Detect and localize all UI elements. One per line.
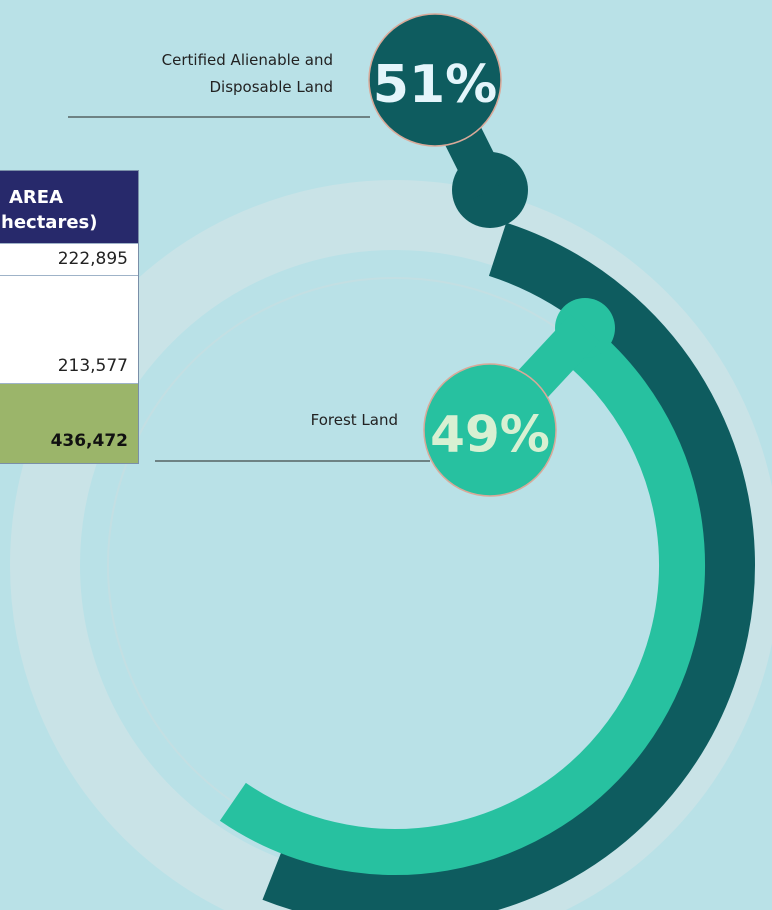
category-label: Forest Land xyxy=(311,411,398,429)
bubble xyxy=(368,13,502,147)
header-text: hectares) xyxy=(1,212,98,233)
category-label: Certified Alienable and xyxy=(162,51,333,69)
area-table: AREA hectares) 222,895 213,577 436,472 xyxy=(0,170,139,464)
radial-bar xyxy=(219,320,705,875)
table-header: AREA hectares) xyxy=(0,171,138,244)
cell: 222,895 xyxy=(57,249,128,269)
table-row: 222,895 xyxy=(0,244,138,276)
table-row: 213,577 xyxy=(0,276,138,384)
value-label: 51% xyxy=(373,55,497,115)
radial-bar xyxy=(262,222,755,910)
bubble xyxy=(423,363,557,497)
header-text: AREA xyxy=(9,187,64,208)
cell: 213,577 xyxy=(57,356,128,376)
value-label: 49% xyxy=(430,406,550,464)
category-label: Disposable Land xyxy=(209,78,333,96)
total-cell: 436,472 xyxy=(50,431,128,451)
total-row: 436,472 xyxy=(0,384,138,463)
